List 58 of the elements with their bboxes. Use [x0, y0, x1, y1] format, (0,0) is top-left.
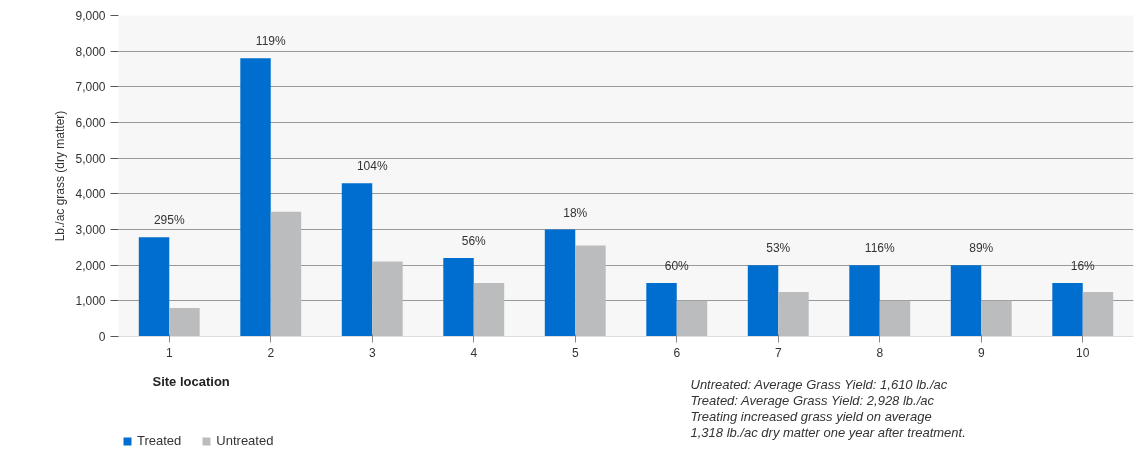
y-tick-label: 6,000 — [75, 116, 106, 130]
bar — [646, 283, 677, 337]
y-tick-label: 7,000 — [75, 80, 106, 95]
x-tick-label: 9 — [977, 345, 985, 360]
x-tick-label: 1 — [165, 345, 173, 360]
y-tick-label: 5,000 — [75, 151, 106, 166]
annotation: 18% — [563, 205, 588, 220]
bar — [849, 265, 880, 337]
legend-label: Untreated — [216, 433, 274, 448]
y-tick-label: 3,000 — [75, 223, 106, 237]
bar — [747, 265, 779, 337]
bar — [981, 300, 1012, 337]
bar — [575, 245, 606, 337]
annotation: 56% — [461, 234, 487, 249]
x-tick-label: 6 — [673, 345, 681, 360]
bar — [169, 307, 200, 337]
bar — [240, 58, 271, 337]
x-tick-label: 10 — [1076, 345, 1090, 360]
x-tick-label: 5 — [571, 345, 579, 360]
bar — [372, 261, 403, 337]
annotation: 295% — [153, 213, 185, 228]
annotation: 60% — [664, 259, 690, 273]
annotation: 116% — [864, 241, 895, 256]
text: 1,318 lb./ac dry matter one year after treatment. — [690, 425, 966, 440]
bar — [879, 300, 911, 337]
bar — [778, 291, 809, 337]
y-tick-label: 8,000 — [75, 44, 106, 59]
annotation: 104% — [356, 159, 388, 174]
y-tick-label: 4,000 — [75, 187, 106, 202]
x-tick-label: 2 — [267, 345, 275, 360]
y-tick-label: 2,000 — [75, 258, 106, 273]
bar — [544, 229, 576, 337]
bar — [1082, 291, 1114, 337]
bar — [950, 265, 982, 337]
bar — [443, 258, 474, 337]
x-tick-label: 3 — [368, 345, 376, 360]
annotation: 16% — [1070, 259, 1096, 273]
annotation: 53% — [766, 241, 791, 256]
text: Untreated: Average Grass Yield: 1,610 lb./ac — [690, 377, 948, 392]
text: Treating increased grass yield on average — [690, 409, 932, 424]
bar — [341, 183, 373, 337]
text: Treated: Average Grass Yield: 2,928 lb./ac — [690, 393, 935, 408]
y-tick-label: 9,000 — [75, 9, 106, 23]
x-tick-label: 7 — [774, 345, 782, 360]
bar — [270, 211, 302, 337]
bar — [1052, 283, 1083, 337]
x-tick-label: 8 — [876, 345, 884, 360]
bar — [676, 300, 708, 337]
annotation: 89% — [969, 241, 994, 256]
annotation: 119% — [255, 34, 286, 49]
y-axis-title: Lb./ac grass (dry matter) — [53, 110, 68, 242]
x-axis-title: Site location — [152, 374, 230, 389]
y-tick-label: 0 — [98, 330, 106, 344]
bar — [473, 283, 505, 337]
bar — [138, 237, 170, 337]
y-tick-label: 1,000 — [75, 294, 106, 309]
x-tick-label: 4 — [470, 345, 478, 360]
legend-label: Treated — [137, 433, 182, 448]
